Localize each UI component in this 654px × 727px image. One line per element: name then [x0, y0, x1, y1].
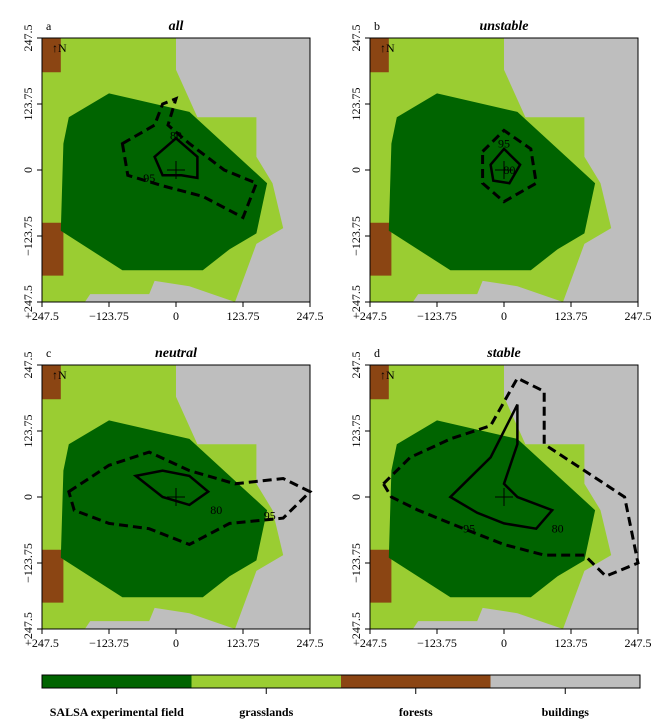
forest-area	[370, 365, 389, 400]
x-tick-label: −123.75	[417, 636, 457, 650]
x-tick-label: 247.5	[297, 309, 324, 323]
y-tick-label: 247.5	[21, 25, 35, 52]
field-area	[60, 420, 268, 598]
contour-label: 95	[498, 137, 510, 151]
y-tick-label: 0	[21, 167, 35, 173]
x-tick-label: −247.5	[353, 309, 387, 323]
field-area	[60, 93, 268, 271]
north-arrow: ↑N	[380, 41, 395, 55]
x-tick-label: −247.5	[353, 636, 387, 650]
forest-area	[42, 365, 61, 400]
y-tick-label: −123.75	[349, 543, 363, 583]
legend-frame	[41, 674, 641, 689]
contour-label: 95	[264, 508, 276, 522]
y-tick-label: 247.5	[349, 352, 363, 379]
forest-area	[42, 38, 61, 73]
x-tick-label: −123.75	[89, 309, 129, 323]
x-tick-label: 247.5	[625, 636, 652, 650]
forest-area	[42, 549, 64, 603]
contour-label: 80	[170, 129, 182, 143]
y-tick-label: 0	[21, 494, 35, 500]
legend-label: SALSA experimental field	[50, 705, 184, 719]
x-tick-label: 0	[173, 636, 179, 650]
y-tick-label: −247.5	[349, 285, 363, 319]
y-tick-label: 123.75	[21, 88, 35, 121]
forest-area	[370, 38, 389, 73]
contour-label: 80	[552, 522, 564, 536]
y-tick-label: −123.75	[349, 216, 363, 256]
x-tick-label: 247.5	[297, 636, 324, 650]
legend-label: grasslands	[239, 705, 293, 719]
contour-dashed	[481, 128, 538, 204]
contour-dashed	[381, 376, 640, 578]
y-tick-label: −247.5	[21, 612, 35, 646]
x-tick-label: 123.75	[227, 636, 260, 650]
field-area	[388, 93, 596, 271]
y-tick-label: −247.5	[21, 285, 35, 319]
forest-area	[42, 222, 64, 276]
y-tick-label: −123.75	[21, 543, 35, 583]
north-arrow: ↑N	[380, 368, 395, 382]
panel-letter: d	[374, 346, 380, 360]
forest-area	[370, 549, 392, 603]
y-tick-label: 0	[349, 167, 363, 173]
field-area	[388, 420, 596, 598]
panel-title: neutral	[155, 346, 197, 361]
x-tick-label: 0	[501, 309, 507, 323]
panel-letter: c	[46, 346, 51, 360]
y-tick-label: 247.5	[349, 25, 363, 52]
north-arrow: ↑N	[52, 41, 67, 55]
x-tick-label: 123.75	[555, 636, 588, 650]
y-tick-label: 0	[349, 494, 363, 500]
map-panel: 9580↑Nbunstable−247.5−123.750123.75247.5…	[349, 19, 652, 323]
legend-swatch	[490, 675, 640, 688]
center-cross	[495, 161, 513, 179]
x-tick-label: 123.75	[555, 309, 588, 323]
legend-label: buildings	[542, 705, 590, 719]
center-cross	[495, 488, 513, 506]
x-tick-label: −123.75	[89, 636, 129, 650]
panel-title: all	[169, 19, 184, 34]
x-tick-label: 0	[501, 636, 507, 650]
contour-solid	[448, 404, 555, 531]
contour-solid	[489, 147, 522, 185]
y-tick-label: 123.75	[349, 88, 363, 121]
y-tick-label: −247.5	[349, 612, 363, 646]
x-tick-label: −123.75	[417, 309, 457, 323]
center-cross	[167, 488, 185, 506]
x-tick-label: 247.5	[625, 309, 652, 323]
panel-letter: b	[374, 19, 380, 33]
center-cross	[167, 161, 185, 179]
map-panel: 95 80 ↑Nd stable −247.5 −123.75 0 123.75 247.5 −2…	[349, 346, 652, 650]
y-tick-label: 123.75	[21, 415, 35, 448]
y-tick-label: −123.75	[21, 216, 35, 256]
contour-dashed	[120, 96, 259, 220]
panel-title: unstable	[479, 19, 528, 34]
x-tick-label: 123.75	[227, 309, 260, 323]
y-tick-label: 123.75	[349, 415, 363, 448]
x-tick-label: −247.5	[25, 309, 59, 323]
map-panel: 80 95 ↑Nc neutral −247.5 −123.75 0 123.75 247.5 −…	[21, 346, 324, 650]
north-arrow: ↑N	[52, 368, 67, 382]
legend-label: forests	[399, 705, 433, 719]
contour-label: 80	[210, 503, 222, 517]
panel-letter: a	[46, 19, 52, 33]
forest-area	[370, 222, 392, 276]
panel-title: stable	[486, 346, 520, 361]
legend-swatch	[341, 675, 491, 688]
contour-solid	[153, 136, 199, 180]
y-tick-label: 247.5	[21, 352, 35, 379]
contour-label: 95	[143, 171, 155, 185]
contour-label: 95	[463, 522, 475, 536]
legend-swatch	[191, 675, 341, 688]
contour-solid	[132, 469, 211, 507]
map-panel: 80 95 ↑Na all −247.5 −123.75 0 123.75 247.5 −247.…	[21, 19, 324, 323]
legend-swatch	[42, 675, 192, 688]
x-tick-label: 0	[173, 309, 179, 323]
x-tick-label: −247.5	[25, 636, 59, 650]
